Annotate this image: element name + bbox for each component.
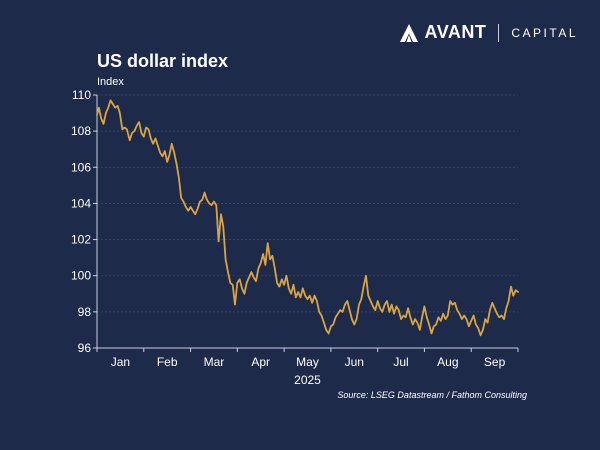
x-axis-label: 2025	[294, 373, 321, 387]
y-tick-label: 108	[71, 124, 91, 138]
x-tick-label: Jul	[393, 355, 408, 369]
brand-divider	[498, 23, 500, 42]
series-line	[96, 99, 519, 337]
x-tick-label: Jan	[111, 355, 130, 369]
x-tick-label: May	[296, 355, 319, 369]
axes	[93, 94, 519, 352]
y-tick-label: 102	[71, 233, 91, 247]
y-axis-label: Index	[97, 76, 124, 88]
avant-a-icon	[399, 23, 418, 42]
source-note: Source: LSEG Datastream / Fathom Consult…	[337, 390, 527, 400]
chart-title: US dollar index	[97, 51, 229, 71]
x-tick-label: Apr	[251, 355, 270, 369]
y-tick-label: 104	[71, 196, 91, 210]
y-tick-label: 96	[78, 341, 92, 355]
x-tick-label: Mar	[204, 355, 225, 369]
series	[96, 99, 519, 337]
x-tick-label: Jun	[345, 355, 364, 369]
x-tick-label: Aug	[437, 355, 458, 369]
tick-labels: 96 98 100 102 104 106 108 110 Jan Feb Mar Apr May Jun…	[71, 88, 506, 387]
y-tick-label: 98	[78, 305, 92, 319]
brand-name: AVANT	[424, 22, 487, 42]
y-tick-label: 100	[71, 269, 91, 283]
y-tick-label: 106	[71, 160, 91, 174]
brand-logo: AVANT CAPITAL	[399, 22, 578, 43]
gridlines	[97, 94, 518, 313]
x-tick-label: Feb	[157, 355, 178, 369]
y-tick-label: 110	[72, 88, 91, 102]
brand-subtitle: CAPITAL	[511, 25, 578, 40]
x-tick-label: Sep	[484, 355, 506, 369]
